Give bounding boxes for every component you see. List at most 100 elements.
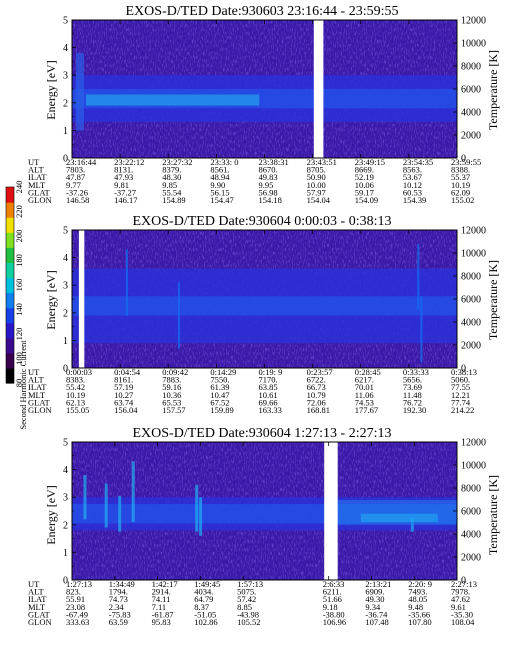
orbit-row-label: ALT — [28, 375, 45, 385]
spectral-spike — [420, 296, 423, 363]
orbit-cell: 214.22 — [451, 405, 474, 415]
orbit-cell: 6211. — [323, 587, 342, 597]
orbit-cell: 163.33 — [259, 405, 282, 415]
panel-3-title: EXOS-D/TED Date:930604 1:27:13 - 2:27:13 — [133, 426, 392, 441]
orbit-cell: 47.62 — [451, 594, 470, 604]
y2-tick-label: 12000 — [461, 16, 486, 27]
orbit-cell: 1:42:17 — [152, 579, 178, 589]
orbit-cell: 63.74 — [114, 397, 134, 407]
orbit-cell: 23:38:31 — [259, 157, 289, 167]
orbit-cell: 23:59:55 — [451, 157, 481, 167]
orbit-cell: 23:16:44 — [66, 157, 97, 167]
colorbar-swatch — [6, 367, 14, 384]
orbit-cell: 62.13 — [66, 397, 85, 407]
y-tick-label: 0 — [63, 364, 68, 375]
y-tick-label: 3 — [63, 281, 68, 292]
orbit-cell: 9.85 — [162, 180, 177, 190]
spectral-spike — [118, 495, 122, 532]
colorbar-swatch — [6, 187, 14, 203]
orbit-cell: 823. — [66, 587, 81, 597]
y2-tick-label: 4000 — [461, 530, 481, 541]
orbit-cell: 10.06 — [355, 180, 374, 190]
orbit-row-label: MLT — [28, 180, 46, 190]
y-tick-label: 1 — [63, 548, 68, 559]
orbit-cell: 61.39 — [210, 382, 229, 392]
orbit-cell: 154.04 — [307, 195, 331, 205]
orbit-cell: 0:33:33 — [403, 367, 429, 377]
orbit-cell: 48.94 — [210, 172, 230, 182]
colorbar-tick-label: 120 — [14, 328, 24, 341]
y-tick-label: 3 — [63, 493, 68, 504]
y2-tick-label: 2000 — [461, 131, 481, 142]
y-tick-label: 0 — [63, 576, 68, 587]
orbit-cell: 2:20: 9 — [408, 579, 432, 589]
orbit-cell: -51.05 — [194, 609, 216, 619]
orbit-cell: 168.81 — [307, 405, 330, 415]
y-tick-label: 1 — [63, 336, 68, 347]
y-tick-label: 3 — [63, 71, 68, 82]
orbit-cell: 177.67 — [355, 405, 378, 415]
orbit-cell: 49.83 — [259, 172, 278, 182]
colorbar-swatch — [6, 322, 14, 339]
orbit-cell: 0:38:13 — [451, 367, 477, 377]
orbit-cell: 10.19 — [66, 390, 85, 400]
colorbar-swatch — [6, 232, 14, 248]
orbit-cell: 0:28:45 — [355, 367, 381, 377]
energy-band-peak — [86, 94, 260, 106]
orbit-cell: 23:49:15 — [355, 157, 385, 167]
orbit-cell: -43.98 — [237, 609, 259, 619]
orbit-cell: 7170. — [259, 375, 278, 385]
orbit-cell: -35.66 — [408, 609, 430, 619]
orbit-cell: 8388. — [451, 165, 470, 175]
orbit-cell: 154.47 — [210, 195, 233, 205]
orbit-cell: 69.66 — [259, 397, 278, 407]
orbit-cell: 7883. — [162, 375, 181, 385]
orbit-cell: 12.21 — [451, 390, 470, 400]
y2-tick-label: 4000 — [461, 108, 481, 119]
orbit-row-label: GLAT — [28, 187, 51, 197]
spectrogram-panel-1: EXOS-D/TED Date:930603 23:16:44 - 23:59:… — [28, 4, 500, 205]
orbit-cell: 7.11 — [152, 602, 167, 612]
colorbar-ticks: 80 100 120 140 160 180 200 220 240 — [14, 181, 24, 388]
orbit-cell: 6722. — [307, 375, 326, 385]
orbit-cell: 11.06 — [355, 390, 374, 400]
orbit-cell: 146.58 — [66, 195, 89, 205]
spectral-spike — [125, 249, 128, 316]
spectral-spike — [83, 475, 87, 520]
orbit-cell: 10.47 — [210, 390, 229, 400]
orbit-cell: 5656. — [403, 375, 422, 385]
orbit-cell: 48.30 — [162, 172, 181, 182]
colorbar-swatch — [6, 247, 14, 263]
y-tick-label: 5 — [63, 226, 68, 237]
orbit-cell: 72.06 — [307, 397, 326, 407]
y-tick-label: 2 — [63, 520, 68, 531]
y-tick-label: 2 — [63, 98, 68, 109]
orbit-cell: 8705. — [307, 165, 326, 175]
orbit-cell: 23:27:32 — [162, 157, 192, 167]
orbit-cell: 192.30 — [403, 405, 426, 415]
orbit-cell: 55.54 — [162, 187, 182, 197]
orbit-cell: 146.17 — [114, 195, 137, 205]
orbit-cell: 63.85 — [259, 382, 278, 392]
panel-3-plot-area: 0 1 2 3 4 5 0 2000 4000 6000 8000 10000 12000 — [63, 438, 486, 587]
y2-tick-label: 0 — [461, 576, 466, 587]
y-tick-label: 5 — [63, 16, 68, 27]
orbit-cell: 57.42 — [237, 594, 256, 604]
orbit-cell: 10.12 — [403, 180, 422, 190]
y2-tick-label: 2000 — [461, 553, 481, 564]
y2-tick-label: 2000 — [461, 341, 481, 352]
orbit-cell: 8561. — [210, 165, 229, 175]
orbit-cell: 8131. — [114, 165, 133, 175]
orbit-row-label: MLT — [28, 602, 46, 612]
orbit-cell: 55.91 — [66, 594, 85, 604]
panel-1-title: EXOS-D/TED Date:930603 23:16:44 - 23:59:… — [126, 4, 399, 19]
colorbar-label: Second Harmonic Current — [18, 340, 28, 430]
panel-1-plot-area: 0 1 2 3 4 5 0 2000 4000 6000 8000 10000 12000 — [63, 16, 486, 165]
colorbar-swatch — [6, 337, 14, 354]
data-gap — [313, 20, 324, 158]
y2-tick-label: 6000 — [461, 507, 481, 518]
y-tick-label: 5 — [63, 438, 68, 449]
orbit-cell: 102.86 — [194, 617, 217, 627]
orbit-cell: 106.96 — [323, 617, 346, 627]
